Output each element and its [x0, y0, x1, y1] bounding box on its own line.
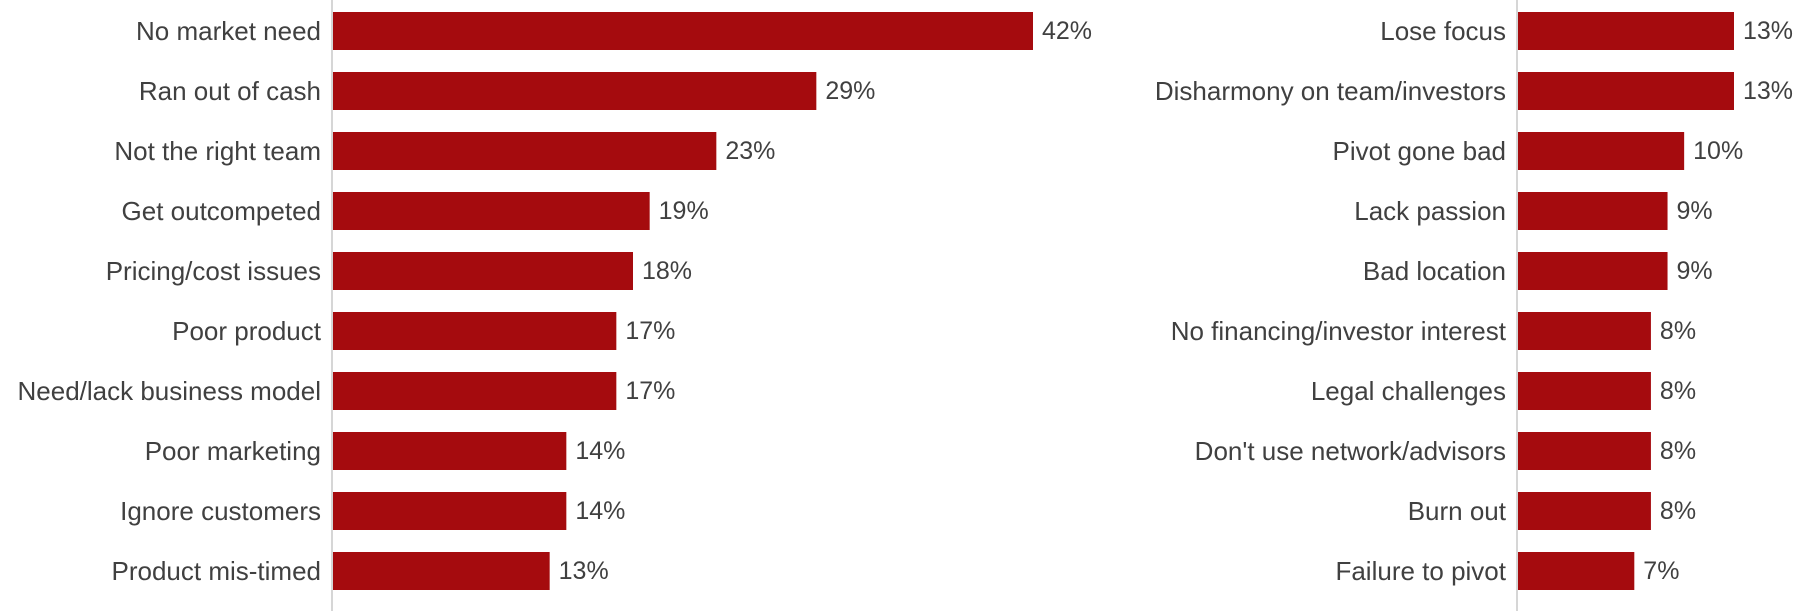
left-bar-chart: No market need 42% Ran out of cash 29% Not t… — [18, 0, 1092, 611]
left-value-label: 14% — [575, 497, 625, 525]
left-value-label: 19% — [659, 197, 709, 225]
left-category-label: Not the right team — [114, 136, 321, 166]
right-bar — [1518, 312, 1651, 350]
left-category-label: No market need — [136, 16, 321, 46]
right-value-label: 13% — [1743, 17, 1793, 45]
right-bar — [1518, 72, 1734, 110]
right-value-label: 9% — [1677, 257, 1713, 285]
left-category-label: Need/lack business model — [18, 376, 322, 406]
right-value-label: 7% — [1643, 557, 1679, 585]
right-category-label: Pivot gone bad — [1333, 136, 1506, 166]
right-value-label: 8% — [1660, 317, 1696, 345]
left-bar — [333, 132, 717, 170]
right-category-label: Bad location — [1363, 256, 1506, 286]
right-value-label: 8% — [1660, 377, 1696, 405]
left-category-label: Pricing/cost issues — [106, 256, 321, 286]
left-category-label: Get outcompeted — [122, 196, 321, 226]
left-bar — [333, 372, 617, 410]
right-value-label: 13% — [1743, 77, 1793, 105]
right-bar — [1518, 552, 1635, 590]
left-bar — [333, 252, 633, 290]
right-value-label: 8% — [1660, 497, 1696, 525]
right-value-label: 8% — [1660, 437, 1696, 465]
right-category-label: Failure to pivot — [1335, 556, 1506, 586]
left-bar — [333, 72, 817, 110]
left-category-label: Ignore customers — [120, 496, 321, 526]
right-category-label: Lack passion — [1354, 196, 1506, 226]
right-bar — [1518, 132, 1685, 170]
right-bar — [1518, 192, 1668, 230]
right-value-label: 10% — [1693, 137, 1743, 165]
left-value-label: 13% — [559, 557, 609, 585]
right-bar — [1518, 492, 1651, 530]
right-bar — [1518, 252, 1668, 290]
left-category-label: Product mis-timed — [112, 556, 322, 586]
left-category-label: Poor marketing — [145, 436, 321, 466]
right-bar-chart: Lose focus 13% Disharmony on team/investor… — [1155, 0, 1793, 611]
left-category-label: Ran out of cash — [139, 76, 321, 106]
right-bar — [1518, 372, 1651, 410]
right-category-label: Lose focus — [1380, 16, 1506, 46]
left-value-label: 14% — [575, 437, 625, 465]
left-bar — [333, 492, 567, 530]
right-category-label: Disharmony on team/investors — [1155, 76, 1506, 106]
right-category-label: Legal challenges — [1311, 376, 1506, 406]
left-category-label: Poor product — [172, 316, 322, 346]
left-value-label: 29% — [825, 77, 875, 105]
right-category-label: Burn out — [1408, 496, 1507, 526]
right-category-label: No financing/investor interest — [1171, 316, 1507, 346]
left-value-label: 18% — [642, 257, 692, 285]
left-bar — [333, 192, 650, 230]
left-value-label: 17% — [625, 377, 675, 405]
right-value-label: 9% — [1677, 197, 1713, 225]
right-bar — [1518, 12, 1734, 50]
right-bar — [1518, 432, 1651, 470]
left-bar — [333, 312, 617, 350]
left-bar — [333, 432, 567, 470]
left-value-label: 42% — [1042, 17, 1092, 45]
left-value-label: 17% — [625, 317, 675, 345]
left-value-label: 23% — [725, 137, 775, 165]
left-bar — [333, 552, 550, 590]
left-bar — [333, 12, 1033, 50]
right-category-label: Don't use network/advisors — [1195, 436, 1506, 466]
